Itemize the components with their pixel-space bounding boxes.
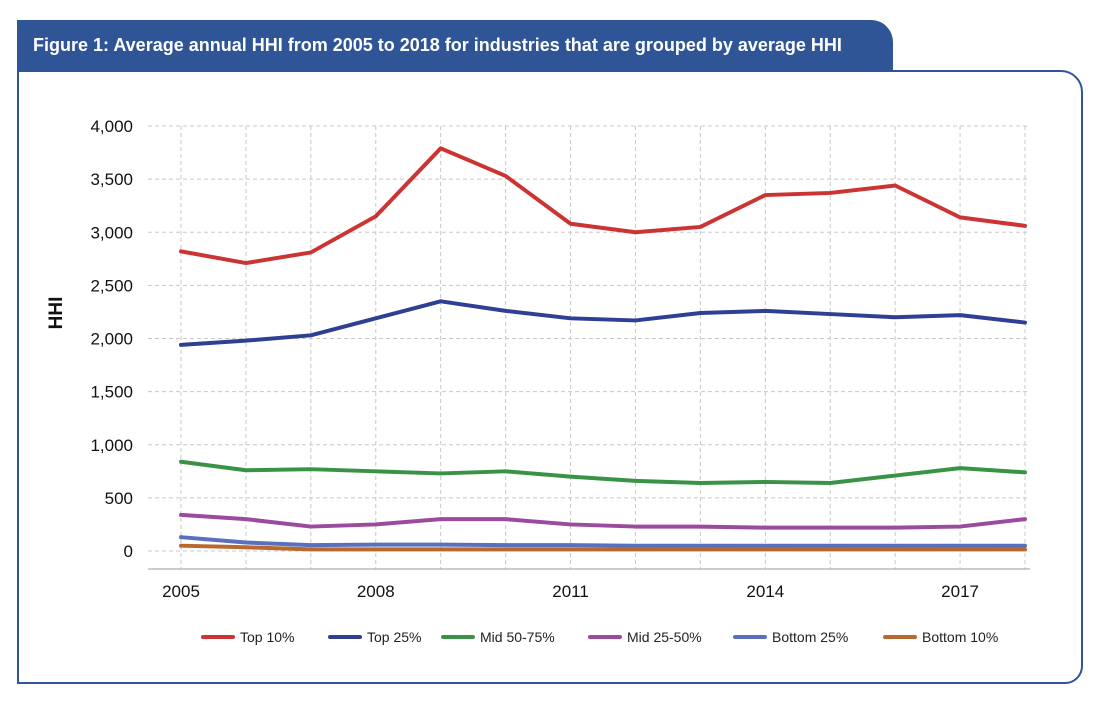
x-tick-label: 2014 bbox=[746, 582, 784, 601]
series-line-top-10 bbox=[179, 146, 1027, 266]
y-tick-label: 1,000 bbox=[90, 436, 133, 455]
y-axis-ticks: 0 500 1,000 1,500 2,000 2,500 3,000 3,500 4,000 bbox=[90, 117, 133, 561]
series-line-mid-50-75 bbox=[179, 459, 1027, 485]
y-tick-label: 4,000 bbox=[90, 117, 133, 136]
legend-label: Bottom 25% bbox=[772, 629, 848, 645]
x-tick-label: 2008 bbox=[357, 582, 395, 601]
y-tick-label: 2,000 bbox=[90, 330, 133, 349]
legend-label: Top 25% bbox=[367, 629, 421, 645]
legend: Top 10% Top 25% Mid 50-75% Mid 25-50% Bottom… bbox=[201, 629, 998, 645]
y-tick-label: 2,500 bbox=[90, 276, 133, 295]
series-line-mid-25-50 bbox=[179, 512, 1027, 530]
x-tick-label: 2011 bbox=[552, 582, 589, 601]
x-tick-label: 2017 bbox=[941, 582, 979, 601]
y-tick-label: 0 bbox=[124, 542, 133, 561]
y-axis-label: HHI bbox=[46, 297, 67, 330]
y-tick-label: 3,000 bbox=[90, 223, 133, 242]
series-line-bottom-10 bbox=[179, 543, 1027, 552]
legend-label: Mid 25-50% bbox=[627, 629, 702, 645]
x-axis-ticks: 2005 2008 2011 2014 2017 bbox=[162, 582, 979, 601]
figure-title: Figure 1: Average annual HHI from 2005 t… bbox=[17, 20, 893, 70]
legend-label: Top 10% bbox=[240, 629, 294, 645]
grid bbox=[148, 125, 1030, 569]
x-tick-label: 2005 bbox=[162, 582, 200, 601]
y-tick-label: 500 bbox=[105, 489, 133, 508]
series-line-top-25 bbox=[179, 299, 1027, 347]
series-group bbox=[179, 146, 1027, 552]
y-tick-label: 1,500 bbox=[90, 383, 133, 402]
series-line-bottom-25 bbox=[179, 535, 1027, 548]
chart-frame bbox=[17, 70, 1083, 684]
legend-label: Bottom 10% bbox=[922, 629, 998, 645]
legend-label: Mid 50-75% bbox=[480, 629, 555, 645]
y-tick-label: 3,500 bbox=[90, 170, 133, 189]
